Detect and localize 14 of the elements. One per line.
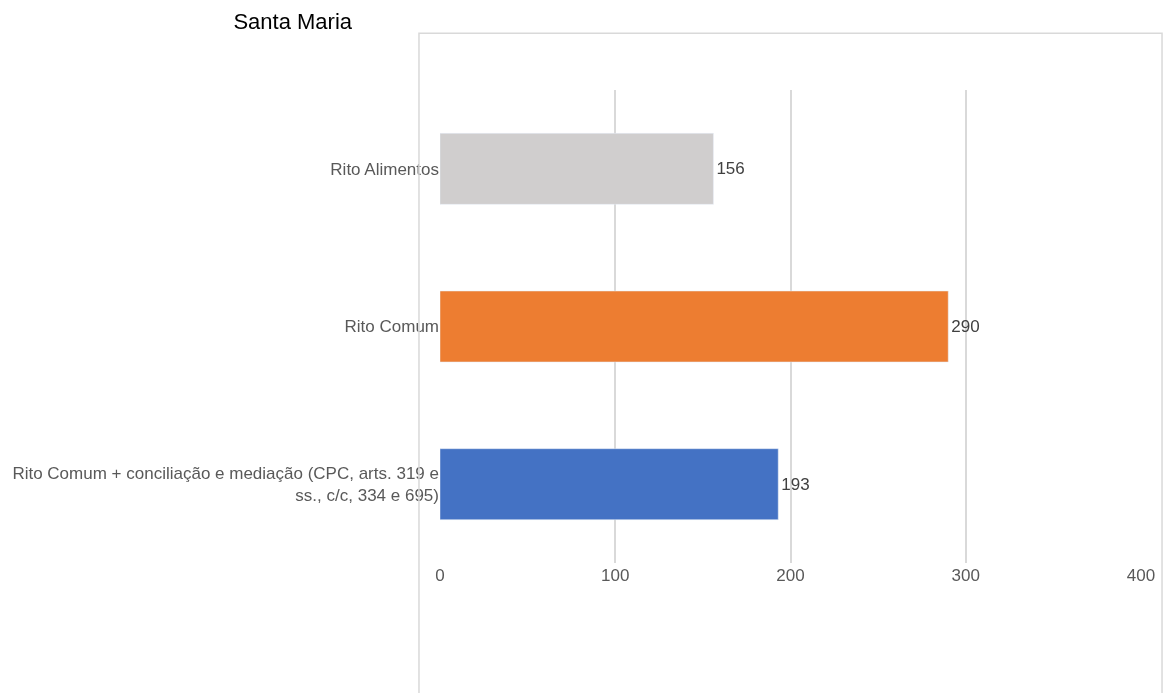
x-tick-label: 400 (1126, 566, 1156, 585)
y-tick-label: Rito Alimentos (330, 159, 439, 179)
y-tick-label: Rito Comum (344, 317, 439, 337)
x-tick-label: 0 (435, 566, 445, 585)
bar (440, 290, 949, 363)
chart-title: Santa Maria (233, 9, 353, 35)
x-tick-label: 300 (951, 566, 980, 585)
data-label: 193 (781, 474, 810, 494)
bar (440, 448, 779, 520)
data-label: 156 (716, 159, 745, 179)
x-tick-label: 100 (601, 566, 630, 585)
data-label: 290 (951, 317, 980, 336)
x-tick-label: 200 (776, 566, 805, 585)
y-tick-label: Rito Comum + conciliação e mediação (CPC, arts. 319 e ss., c/c, 334 e 695) (12, 464, 439, 506)
